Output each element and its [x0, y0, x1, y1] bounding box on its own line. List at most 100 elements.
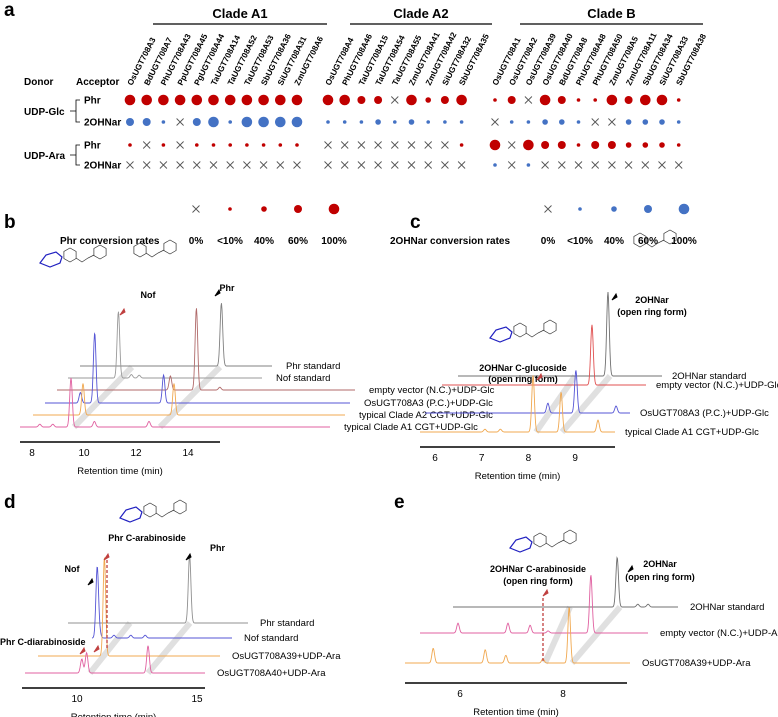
x-tick-label: 8 [526, 453, 532, 464]
cross-zero-mark [658, 161, 666, 169]
cross-zero-mark [176, 161, 184, 169]
phr-conversion-dot [261, 143, 266, 147]
peak-annotation: (open ring form) [625, 572, 695, 582]
phr-conversion-dot [523, 139, 534, 151]
phr-conversion-dot [576, 98, 581, 102]
cross-zero-mark [491, 118, 499, 126]
cross-zero-mark [407, 161, 416, 169]
peak-arrow-icon [103, 552, 110, 561]
cross-zero-mark [557, 161, 566, 169]
cross-zero-mark [243, 161, 251, 169]
phr-conversion-dot [191, 94, 203, 106]
legend-phr-dot [294, 205, 302, 213]
acceptor-label: Phr [84, 141, 101, 152]
chain-bond [645, 239, 665, 248]
legend-twoohnar-dot [578, 207, 582, 211]
cross-zero-mark [209, 161, 218, 169]
chromatogram-trace [420, 375, 615, 433]
twoohnar-conversion-dot [509, 120, 514, 124]
cross-zero-mark [142, 141, 151, 149]
cross-zero-mark [142, 161, 151, 169]
twoohnar-conversion-dot [426, 120, 431, 124]
x-tick-label: 12 [130, 448, 142, 459]
twoohnar-conversion-dot [659, 119, 665, 125]
alignment-band [542, 605, 573, 665]
peak-arrow-icon [87, 577, 94, 586]
phr-conversion-dot [211, 143, 216, 147]
x-tick-label: 7 [479, 453, 485, 464]
phr-conversion-dot [406, 94, 417, 106]
peak-annotation: 2OHNar C-glucoside [479, 363, 567, 373]
cross-zero-mark [276, 161, 285, 169]
legend-level-label: <10% [217, 236, 243, 247]
cross-zero-mark [324, 161, 332, 169]
x-tick-label: 8 [560, 689, 566, 700]
cross-zero-mark [340, 161, 349, 169]
twoohnar-conversion-dot [142, 118, 151, 126]
cross-zero-mark [324, 141, 332, 149]
cross-zero-mark [574, 161, 583, 169]
panel-d-chromatogram: Phr standard Nof standard OsUGT708A39+UDP-… [0, 499, 341, 717]
phr-conversion-dot [493, 98, 497, 102]
sugar-ring [119, 506, 143, 523]
phr-conversion-dot [440, 96, 449, 104]
cross-zero-mark [374, 141, 382, 149]
twoohnar-conversion-dot [275, 116, 286, 128]
x-tick-label: 8 [29, 448, 35, 459]
ring-bond [93, 244, 107, 260]
cross-zero-mark [641, 161, 650, 169]
x-tick-label: 6 [457, 689, 463, 700]
chain-bond [545, 539, 565, 548]
phr-conversion-dot [459, 143, 464, 147]
phr-conversion-dot [507, 96, 516, 104]
twoohnar-conversion-dot [258, 116, 269, 128]
peak-arrow-icon [627, 564, 634, 573]
cross-zero-mark [390, 161, 399, 169]
ring-bond [173, 499, 187, 515]
phr-conversion-dot [539, 94, 551, 106]
cross-zero-mark [608, 161, 616, 169]
cross-zero-mark [357, 161, 366, 169]
sugar-ring [39, 251, 63, 268]
cross-zero-mark [340, 141, 349, 149]
cross-zero-mark [176, 141, 184, 149]
chain-bond [525, 329, 545, 338]
sugar-ring [489, 326, 513, 343]
acceptor-label: 2OHNar [84, 118, 121, 129]
chain-bond [145, 249, 165, 258]
chain-bond [75, 254, 95, 263]
phr-conversion-dot [357, 96, 366, 104]
phr-conversion-dot [208, 94, 219, 106]
phr-conversion-dot [158, 94, 169, 106]
twoohnar-conversion-dot [526, 120, 531, 124]
chromatogram-trace [420, 575, 648, 634]
ring-bond [63, 247, 77, 263]
twoohnar-conversion-dot [291, 116, 303, 128]
twoohnar-conversion-dot [559, 119, 565, 125]
cross-zero-mark [541, 161, 549, 169]
trace-label: empty vector (N.C.)+UDP-Glc [369, 385, 495, 396]
twoohnar-conversion-dot [443, 120, 447, 124]
cross-zero-mark [357, 141, 366, 149]
cross-zero-mark [259, 161, 268, 169]
ring-bond [563, 529, 577, 545]
cross-zero-mark [624, 161, 633, 169]
chromatogram-trace [25, 645, 205, 674]
x-axis-label: Retention time (min) [77, 466, 163, 477]
trace-label: typical Clade A2 CGT+UDP-Glc [359, 410, 493, 421]
legend-level-label: <10% [567, 236, 593, 247]
peak-annotation: Phr [219, 283, 235, 293]
phr-conversion-dot [174, 94, 186, 106]
donor-label: UDP-Ara [24, 151, 66, 162]
chromatogram-trace [57, 308, 355, 391]
phr-conversion-dot [295, 143, 299, 147]
phr-conversion-dot [141, 94, 152, 106]
twoohnar-conversion-dot [459, 120, 464, 124]
sugar-ring [509, 536, 533, 553]
phr-conversion-dot [624, 96, 633, 104]
twoohnar-conversion-dot [326, 120, 330, 124]
cross-zero-mark [226, 161, 235, 169]
panel-label-d: d [4, 492, 16, 513]
legend-cross [192, 205, 200, 213]
